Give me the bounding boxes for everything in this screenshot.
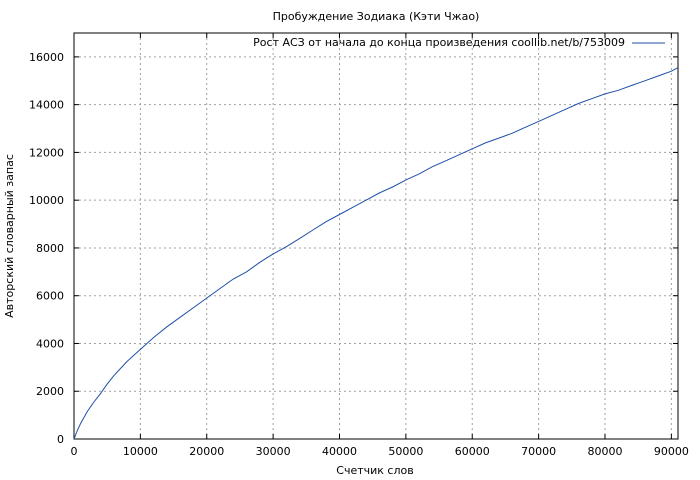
x-tick-label: 50000 bbox=[388, 445, 423, 458]
x-tick-label: 0 bbox=[71, 445, 78, 458]
chart-title: Пробуждение Зодиака (Кэти Чжао) bbox=[273, 10, 480, 23]
legend-label: Рост АСЗ от начала до конца произведения… bbox=[253, 36, 625, 49]
y-tick-label: 4000 bbox=[36, 337, 64, 350]
x-axis-label: Счетчик слов bbox=[336, 464, 413, 477]
x-tick-label: 70000 bbox=[521, 445, 556, 458]
x-tick-label: 10000 bbox=[123, 445, 158, 458]
y-tick-label: 12000 bbox=[29, 146, 64, 159]
plot-frame bbox=[73, 32, 679, 440]
x-tick-label: 90000 bbox=[654, 445, 689, 458]
y-tick-label: 10000 bbox=[29, 194, 64, 207]
y-tick-label: 6000 bbox=[36, 290, 64, 303]
y-tick-label: 0 bbox=[57, 433, 64, 446]
x-tick-label: 40000 bbox=[322, 445, 357, 458]
x-tick-label: 80000 bbox=[587, 445, 622, 458]
legend: Рост АСЗ от начала до конца произведения… bbox=[253, 36, 665, 49]
y-tick-label: 14000 bbox=[29, 99, 64, 112]
y-tick-label: 16000 bbox=[29, 51, 64, 64]
x-tick-label: 60000 bbox=[455, 445, 490, 458]
x-tick-label: 30000 bbox=[256, 445, 291, 458]
x-axis: 0 10000 20000 30000 40000 50000 60000 70000 8000… bbox=[71, 33, 689, 458]
grid-lines bbox=[74, 33, 678, 439]
series-line bbox=[73, 67, 679, 440]
y-tick-label: 8000 bbox=[36, 242, 64, 255]
y-axis: 0 2000 4000 6000 8000 10000 12000 14000 16000 bbox=[29, 51, 678, 446]
y-tick-label: 2000 bbox=[36, 385, 64, 398]
y-axis-label: Авторский словарный запас bbox=[3, 154, 16, 318]
x-tick-label: 20000 bbox=[189, 445, 224, 458]
